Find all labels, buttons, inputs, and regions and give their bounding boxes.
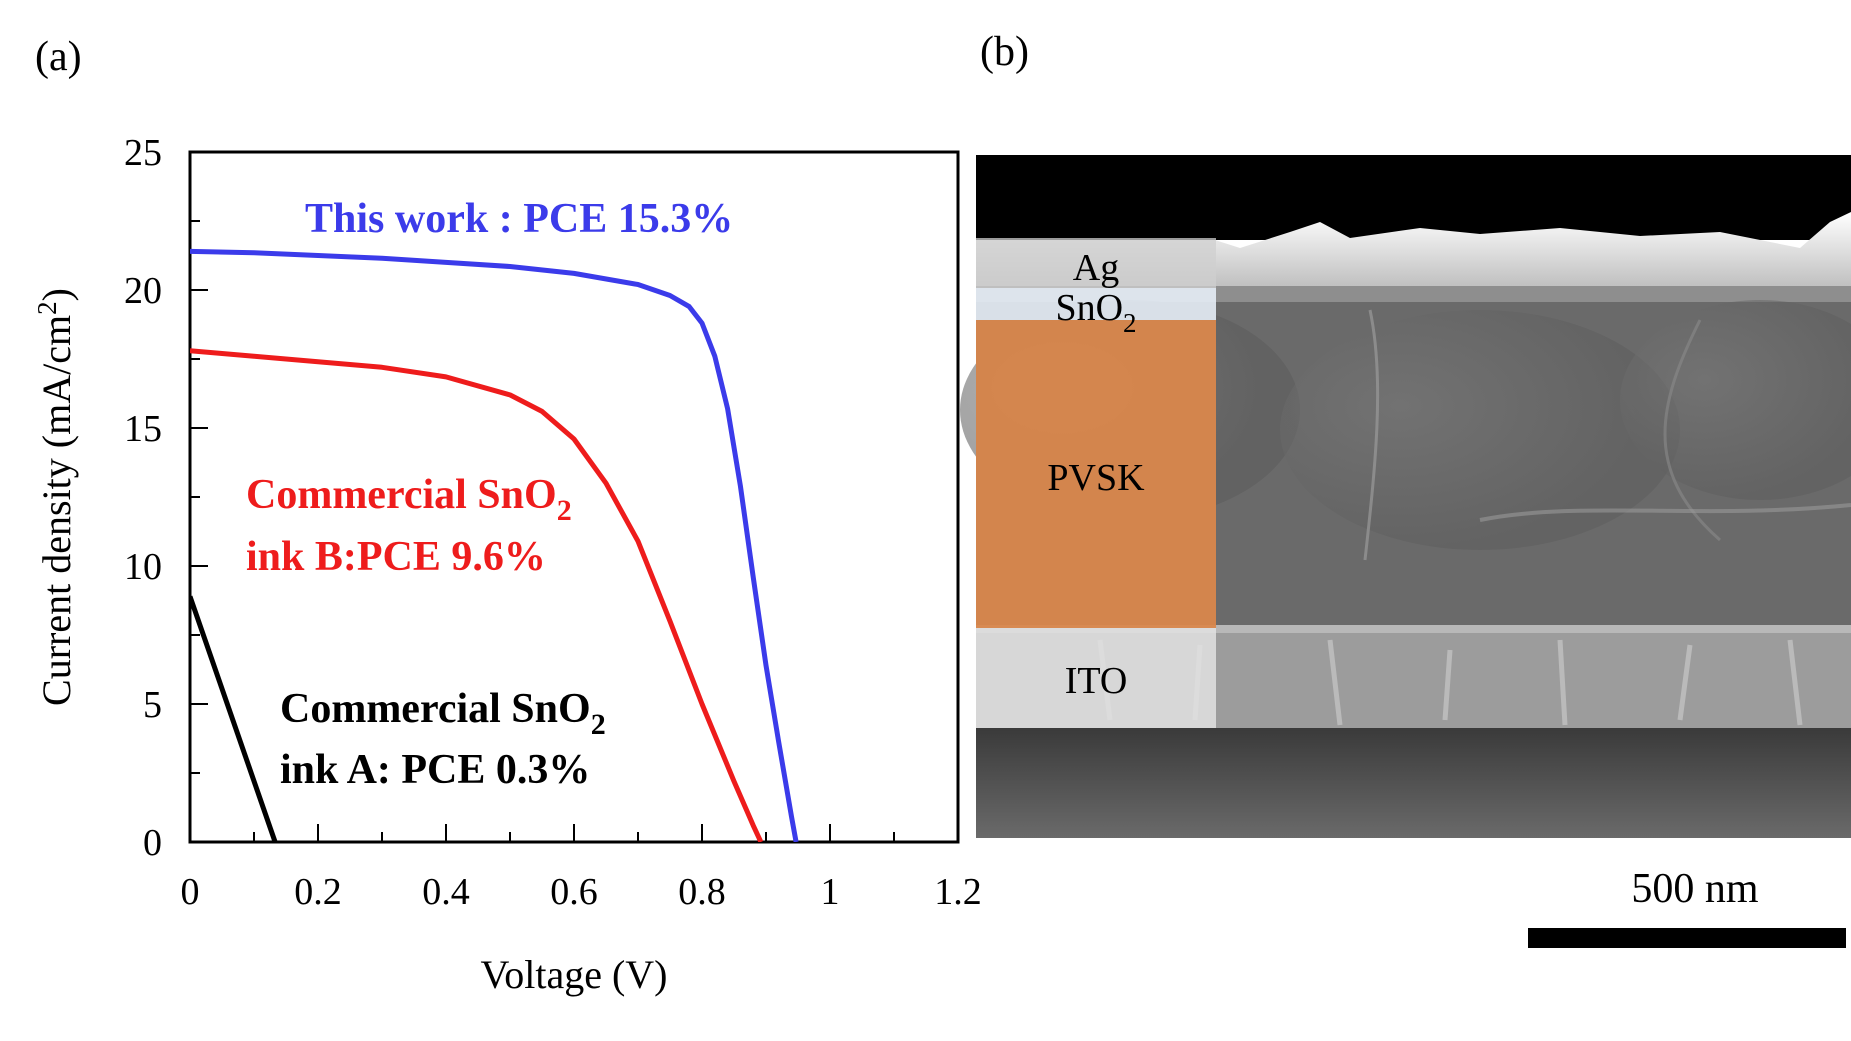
sem-substrate — [976, 728, 1851, 838]
x-tick-label: 1.2 — [934, 871, 982, 913]
panel-label-a: (a) — [35, 34, 82, 80]
x-tick-label: 0 — [181, 871, 200, 913]
label-ink-a-line2: ink A: PCE 0.3% — [280, 747, 590, 793]
y-tick-label: 10 — [124, 546, 162, 588]
overlay-ag — [976, 238, 1216, 288]
overlay-ito — [976, 628, 1216, 728]
sem-grain — [1280, 310, 1680, 550]
sem-interface — [976, 625, 1851, 635]
sem-grain-boundary — [1363, 309, 1380, 561]
sem-grain — [1620, 300, 1851, 500]
y-tick-label: 0 — [143, 822, 162, 864]
y-tick-label: 25 — [124, 132, 162, 174]
label-this-work: This work : PCE 15.3% — [305, 196, 733, 242]
curve-ink-b — [190, 348, 764, 842]
sem-grain-boundary — [1479, 503, 1851, 522]
scale-bar-label: 500 nm — [1631, 866, 1759, 912]
y-tick-label: 20 — [124, 270, 162, 312]
curve-ink-a — [190, 595, 278, 842]
sem-grain-boundary — [1663, 319, 1721, 542]
y-tick-label: 15 — [124, 408, 162, 450]
x-tick-label: 0.8 — [678, 871, 726, 913]
curve-this-work — [190, 248, 799, 842]
panel-label-b: (b) — [980, 29, 1029, 75]
x-axis-title: Voltage (V) — [481, 952, 668, 997]
x-tick-label: 0.4 — [422, 871, 470, 913]
x-tick-label: 1 — [821, 871, 840, 913]
scale-bar — [1528, 928, 1846, 948]
y-tick-label: 5 — [143, 684, 162, 726]
label-ink-a-line1: Commercial SnO2 — [280, 686, 606, 741]
overlay-pvsk — [976, 320, 1216, 628]
curves — [190, 248, 799, 842]
overlay-sno2 — [976, 288, 1216, 320]
label-ink-b-line1: Commercial SnO2 — [246, 472, 572, 527]
axis-ticks: 0 0.2 0.4 0.6 0.8 1 1.2 0 5 10 15 20 25 — [124, 132, 982, 913]
layer-label-pvsk: PVSK — [1047, 457, 1145, 499]
layer-label-ito: ITO — [1065, 660, 1128, 702]
x-tick-label: 0.6 — [550, 871, 598, 913]
layer-label-ag: Ag — [1073, 247, 1119, 289]
sem-vacuum — [976, 155, 1851, 240]
y-axis-title: Current density (mA/cm2) — [32, 288, 79, 706]
x-tick-label: 0.2 — [294, 871, 342, 913]
layer-label-sno2: SnO2 — [1055, 287, 1136, 338]
label-ink-b-line2: ink B:PCE 9.6% — [246, 534, 546, 580]
sem-cross-section: Ag SnO2 PVSK ITO 500 nm — [960, 155, 1851, 948]
